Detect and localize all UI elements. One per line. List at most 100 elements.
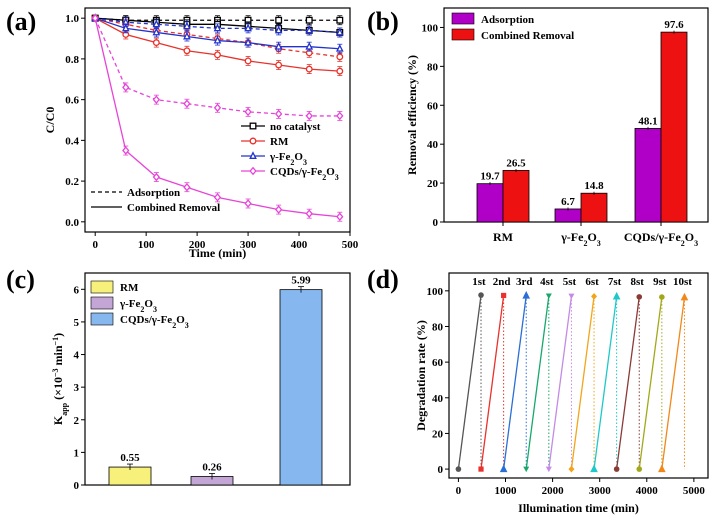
value-label: 0.26 [202,462,222,474]
bar [580,192,608,223]
legend-label: CQDs/γ-Fe2O3 [270,166,339,182]
y-tick-label: 60 [427,100,439,112]
data-point [522,291,531,299]
x-tick-label: 0 [92,239,98,251]
cycle-line [593,296,618,470]
cycle-line [661,297,686,470]
data-point [680,292,689,301]
series-7 [91,13,344,222]
value-label: 0.55 [120,452,140,464]
cycle-7: 7st [590,276,622,473]
data-point [244,37,252,46]
data-point [274,25,283,34]
data-point [183,21,191,30]
x-tick-label: 300 [240,239,257,251]
data-point [336,16,344,24]
legend-label: RM [270,136,289,148]
legend: Adsorption Combined Removal [451,12,574,42]
y-tick-label: 0.4 [65,135,79,147]
x-tick-label: 2000 [542,485,565,497]
y-tick-label: 1 [74,447,80,459]
data-point [183,99,191,109]
data-point [545,466,552,473]
y-axis-label: Removal efficiency (%) [405,55,419,175]
cycle-line [570,296,595,470]
y-tick-label: 0.6 [65,95,79,107]
data-point [336,212,344,222]
data-point [305,41,314,50]
data-point [568,293,575,300]
cycle-10: 10st [658,276,692,473]
y-tick-label: 1.0 [65,13,79,25]
legend-label: Adsorption [481,14,534,26]
cycle-line [638,296,663,470]
cycle-line [457,295,482,470]
x-tick-label: 400 [291,239,308,251]
y-tick-label: 80 [432,321,444,333]
data-point [305,16,313,24]
series-line [95,17,340,58]
plot-frame [448,272,709,479]
data-point [214,51,221,59]
bar [476,183,504,223]
data-point [335,27,344,36]
x-tick-label: 200 [189,239,206,251]
data-point [244,23,252,32]
y-tick-label: 80 [427,61,439,73]
data-point [501,292,507,299]
series-4 [91,13,344,38]
data-point [336,53,344,61]
cycle-3: 3rd [499,276,532,473]
y-tick-label: 6 [74,284,80,296]
cycle-label: 2nd [493,276,511,288]
y-tick-label: 5 [74,317,80,329]
value-label: 5.99 [291,275,311,287]
data-point [213,35,222,44]
data-point [152,19,161,28]
y-tick-label: 0.0 [65,217,79,229]
data-point [213,23,222,32]
category-label: RM [493,230,513,244]
data-point [568,465,575,473]
data-point [152,39,160,47]
data-point [305,25,314,34]
data-point [183,47,191,55]
data-point [275,61,283,69]
cycle-2: 2nd [478,276,511,472]
data-point [122,83,130,92]
data-point [152,27,161,36]
data-point [613,466,620,472]
legend-marker [249,151,257,159]
cycle-line [502,295,527,470]
data-point [612,291,621,300]
legend-label: CQDs/γ-Fe2O3 [120,314,189,330]
cycle-label: 9st [653,276,667,288]
data-point [499,464,508,473]
data-point [152,172,160,182]
panel-label-d: (d) [367,265,399,294]
cycle-label: 5st [563,276,577,288]
cycle-label: 8st [631,276,645,288]
data-point [545,293,552,299]
panel-d-chart: 0 1000 2000 3000 4000 5000 0 20 40 60 80 100 Illumin… [414,272,709,515]
data-point [636,466,643,472]
y-tick-label: 3 [74,382,80,394]
legend-swatch [451,12,475,25]
legend-label: no catalyst [270,121,321,133]
data-point [152,95,160,104]
cycle-line [548,296,573,470]
data-point [244,107,252,117]
x-tick-label: 3000 [589,485,612,497]
data-point [478,466,484,472]
y-tick-label: 60 [432,357,444,369]
y-axis-label: Kapp (×10−3 min−1) [51,333,69,425]
legend-swatch [90,280,114,294]
data-point [213,193,222,202]
bar [502,170,530,223]
cycle-label: 1st [472,276,486,288]
x-tick-label: 1000 [495,485,518,497]
cycle-5: 5st [545,276,577,473]
category-label: CQDs/γ-Fe2O3 [624,230,698,248]
